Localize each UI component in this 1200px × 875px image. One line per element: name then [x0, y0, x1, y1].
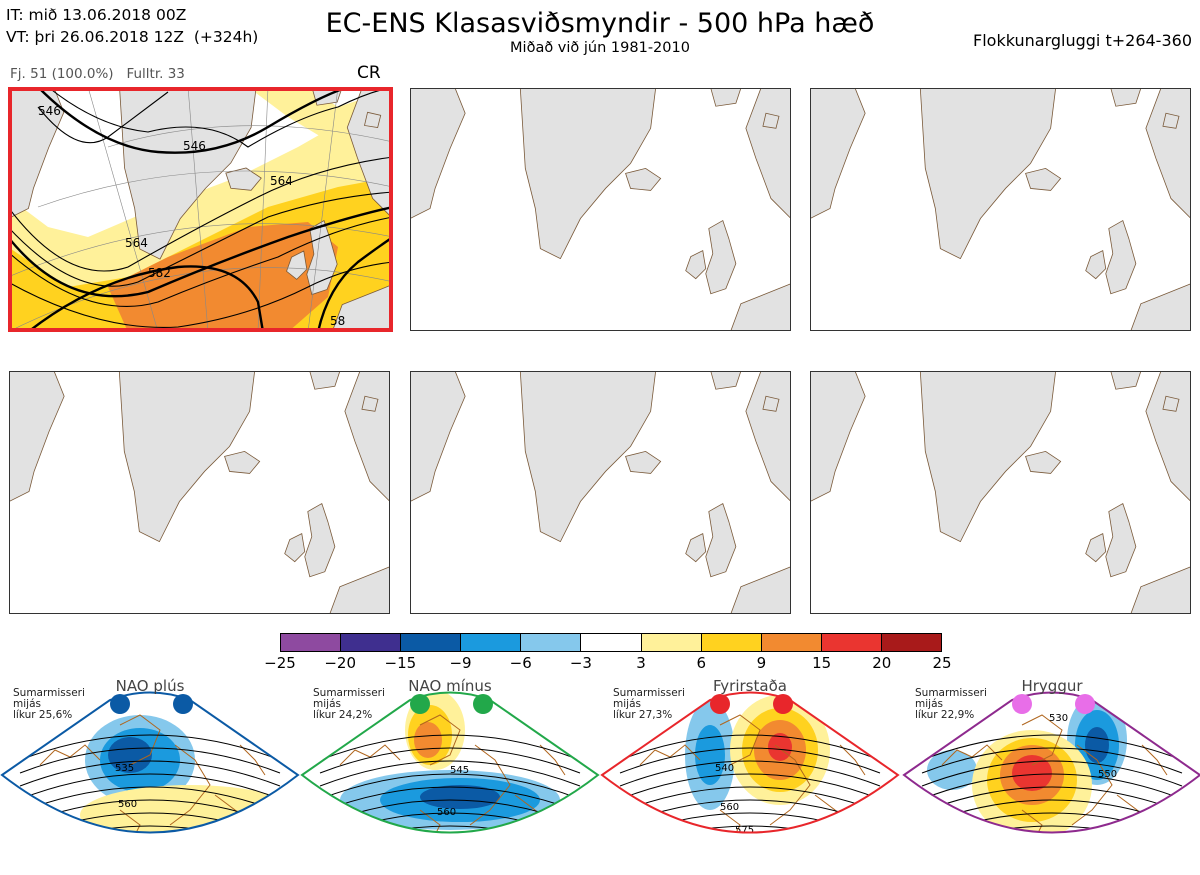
cluster-dot	[110, 694, 130, 714]
fan-contour-label: 560	[720, 802, 739, 813]
fan-contour-label: 560	[437, 807, 456, 818]
contour-label: 546	[38, 104, 61, 118]
fan-contour-label: 540	[715, 763, 734, 774]
valid-time: VT: þri 26.06.2018 12Z (+324h)	[6, 28, 259, 46]
cluster-dot	[710, 694, 730, 714]
page-title: EC-ENS Klasasviðsmyndir - 500 hPa hæð	[325, 8, 875, 39]
cluster-prob: líkur 27,3%	[613, 709, 673, 721]
cluster-phase: mijás	[915, 698, 943, 710]
cluster-phase: mijás	[613, 698, 641, 710]
cluster-season: Sumarmisseri	[313, 687, 385, 699]
cluster-name: NAO plús	[115, 677, 185, 695]
cluster-dot	[473, 694, 493, 714]
cluster-dot	[410, 694, 430, 714]
fan-contour-label: 550	[1098, 769, 1117, 780]
cluster-dot	[773, 694, 793, 714]
cluster-panel[interactable]: 545 560 575 NAO mínus Sumarmisseri mijás líkur…	[300, 675, 600, 871]
colorbar-tick-label: −9	[449, 654, 472, 672]
cluster-fan-map: 535 560	[0, 691, 300, 834]
cluster-phase: mijás	[13, 698, 41, 710]
colorbar-segment	[820, 634, 881, 651]
colorbar-tick-label: 20	[872, 654, 892, 672]
cluster-dot	[1012, 694, 1032, 714]
cluster-prob: líkur 25,6%	[13, 709, 73, 721]
map-panel-3[interactable]	[810, 88, 1191, 331]
cluster-name: Hryggur	[1021, 677, 1083, 695]
fan-contour-label: 575	[735, 825, 754, 836]
cluster-name: NAO mínus	[408, 677, 492, 695]
colorbar-segment	[281, 634, 341, 651]
page-subtitle: Miðað við jún 1981-2010	[510, 40, 690, 56]
colorbar-segment	[640, 634, 701, 651]
colorbar-segment	[520, 634, 581, 651]
contour-label: 58	[330, 314, 345, 328]
main-map-panel[interactable]: 546 546 564 564 582 58	[8, 87, 393, 332]
map-panel-4[interactable]	[9, 371, 390, 614]
cluster-panel[interactable]: 530 550 575 Hryggur Sumarmisseri mijás líkur 2…	[902, 675, 1200, 871]
cluster-fan-map: 540 560 575	[600, 691, 900, 836]
cluster-fan-map: 545 560 575	[300, 691, 600, 846]
cluster-prob: líkur 22,9%	[915, 709, 975, 721]
colorbar-segment	[340, 634, 401, 651]
cluster-season: Sumarmisseri	[915, 687, 987, 699]
fan-contour-label: 575	[445, 835, 464, 846]
colorbar-tick-label: −6	[509, 654, 532, 672]
fan-contour-label: 560	[118, 799, 137, 810]
cluster-code: CR	[357, 63, 381, 83]
colorbar-segment	[880, 634, 942, 651]
cluster-dot	[1075, 694, 1095, 714]
fan-contour-label: 545	[450, 765, 469, 776]
contour-label: 582	[148, 266, 171, 280]
colorbar-tick-label: 15	[812, 654, 832, 672]
colorbar-segment	[460, 634, 521, 651]
colorbar-tick-label: −15	[384, 654, 417, 672]
map-panel-2[interactable]	[410, 88, 791, 331]
cluster-phase: mijás	[313, 698, 341, 710]
contour-label: 564	[270, 174, 293, 188]
map-panel-5[interactable]	[410, 371, 791, 614]
cluster-note: Sumarmisseri mijás líkur 24,2%	[313, 688, 385, 721]
colorbar-tick-label: −25	[264, 654, 296, 672]
contour-label: 564	[125, 236, 148, 250]
colorbar-tick-label: 6	[696, 654, 707, 672]
fan-contour-label: 530	[1049, 713, 1068, 724]
colorbar-tick-label: −20	[324, 654, 356, 672]
colorbar-segment	[760, 634, 821, 651]
colorbar-segment	[580, 634, 641, 651]
colorbar-tick-label: 3	[636, 654, 646, 672]
colorbar	[280, 633, 942, 652]
cluster-season: Sumarmisseri	[13, 687, 85, 699]
cluster-name: Fyrirstaða	[713, 677, 787, 695]
header-info: IT: mið 13.06.2018 00Z VT: þri 26.06.2018…	[6, 4, 258, 48]
contour-label: 546	[183, 139, 206, 153]
cluster-prob: líkur 24,2%	[313, 709, 373, 721]
cluster-note: Sumarmisseri mijás líkur 27,3%	[613, 688, 685, 721]
cluster-note: Sumarmisseri mijás líkur 22,9%	[915, 688, 987, 721]
cluster-season: Sumarmisseri	[613, 687, 685, 699]
cluster-panel[interactable]: 540 560 575 Fyrirstaða Sumarmisseri mijás líku…	[600, 675, 900, 871]
colorbar-tick-label: 9	[756, 654, 767, 672]
cluster-dot	[173, 694, 193, 714]
map-panel-6[interactable]	[810, 371, 1191, 614]
panel-info: Fj. 51 (100.0%) Fulltr. 33	[10, 66, 185, 82]
fan-contour-label: 535	[115, 763, 134, 774]
colorbar-tick-label: −3	[569, 654, 592, 672]
cluster-note: Sumarmisseri mijás líkur 25,6%	[13, 688, 85, 721]
classification-window: Flokkunargluggi t+264-360	[973, 31, 1192, 50]
colorbar-tick-label: 25	[932, 654, 952, 672]
cluster-panel[interactable]: 535 560 NAO plús Sumarmisseri mijás líkur 25,…	[0, 675, 300, 871]
colorbar-segment	[700, 634, 761, 651]
colorbar-segment	[400, 634, 461, 651]
initial-time: IT: mið 13.06.2018 00Z	[6, 6, 187, 24]
